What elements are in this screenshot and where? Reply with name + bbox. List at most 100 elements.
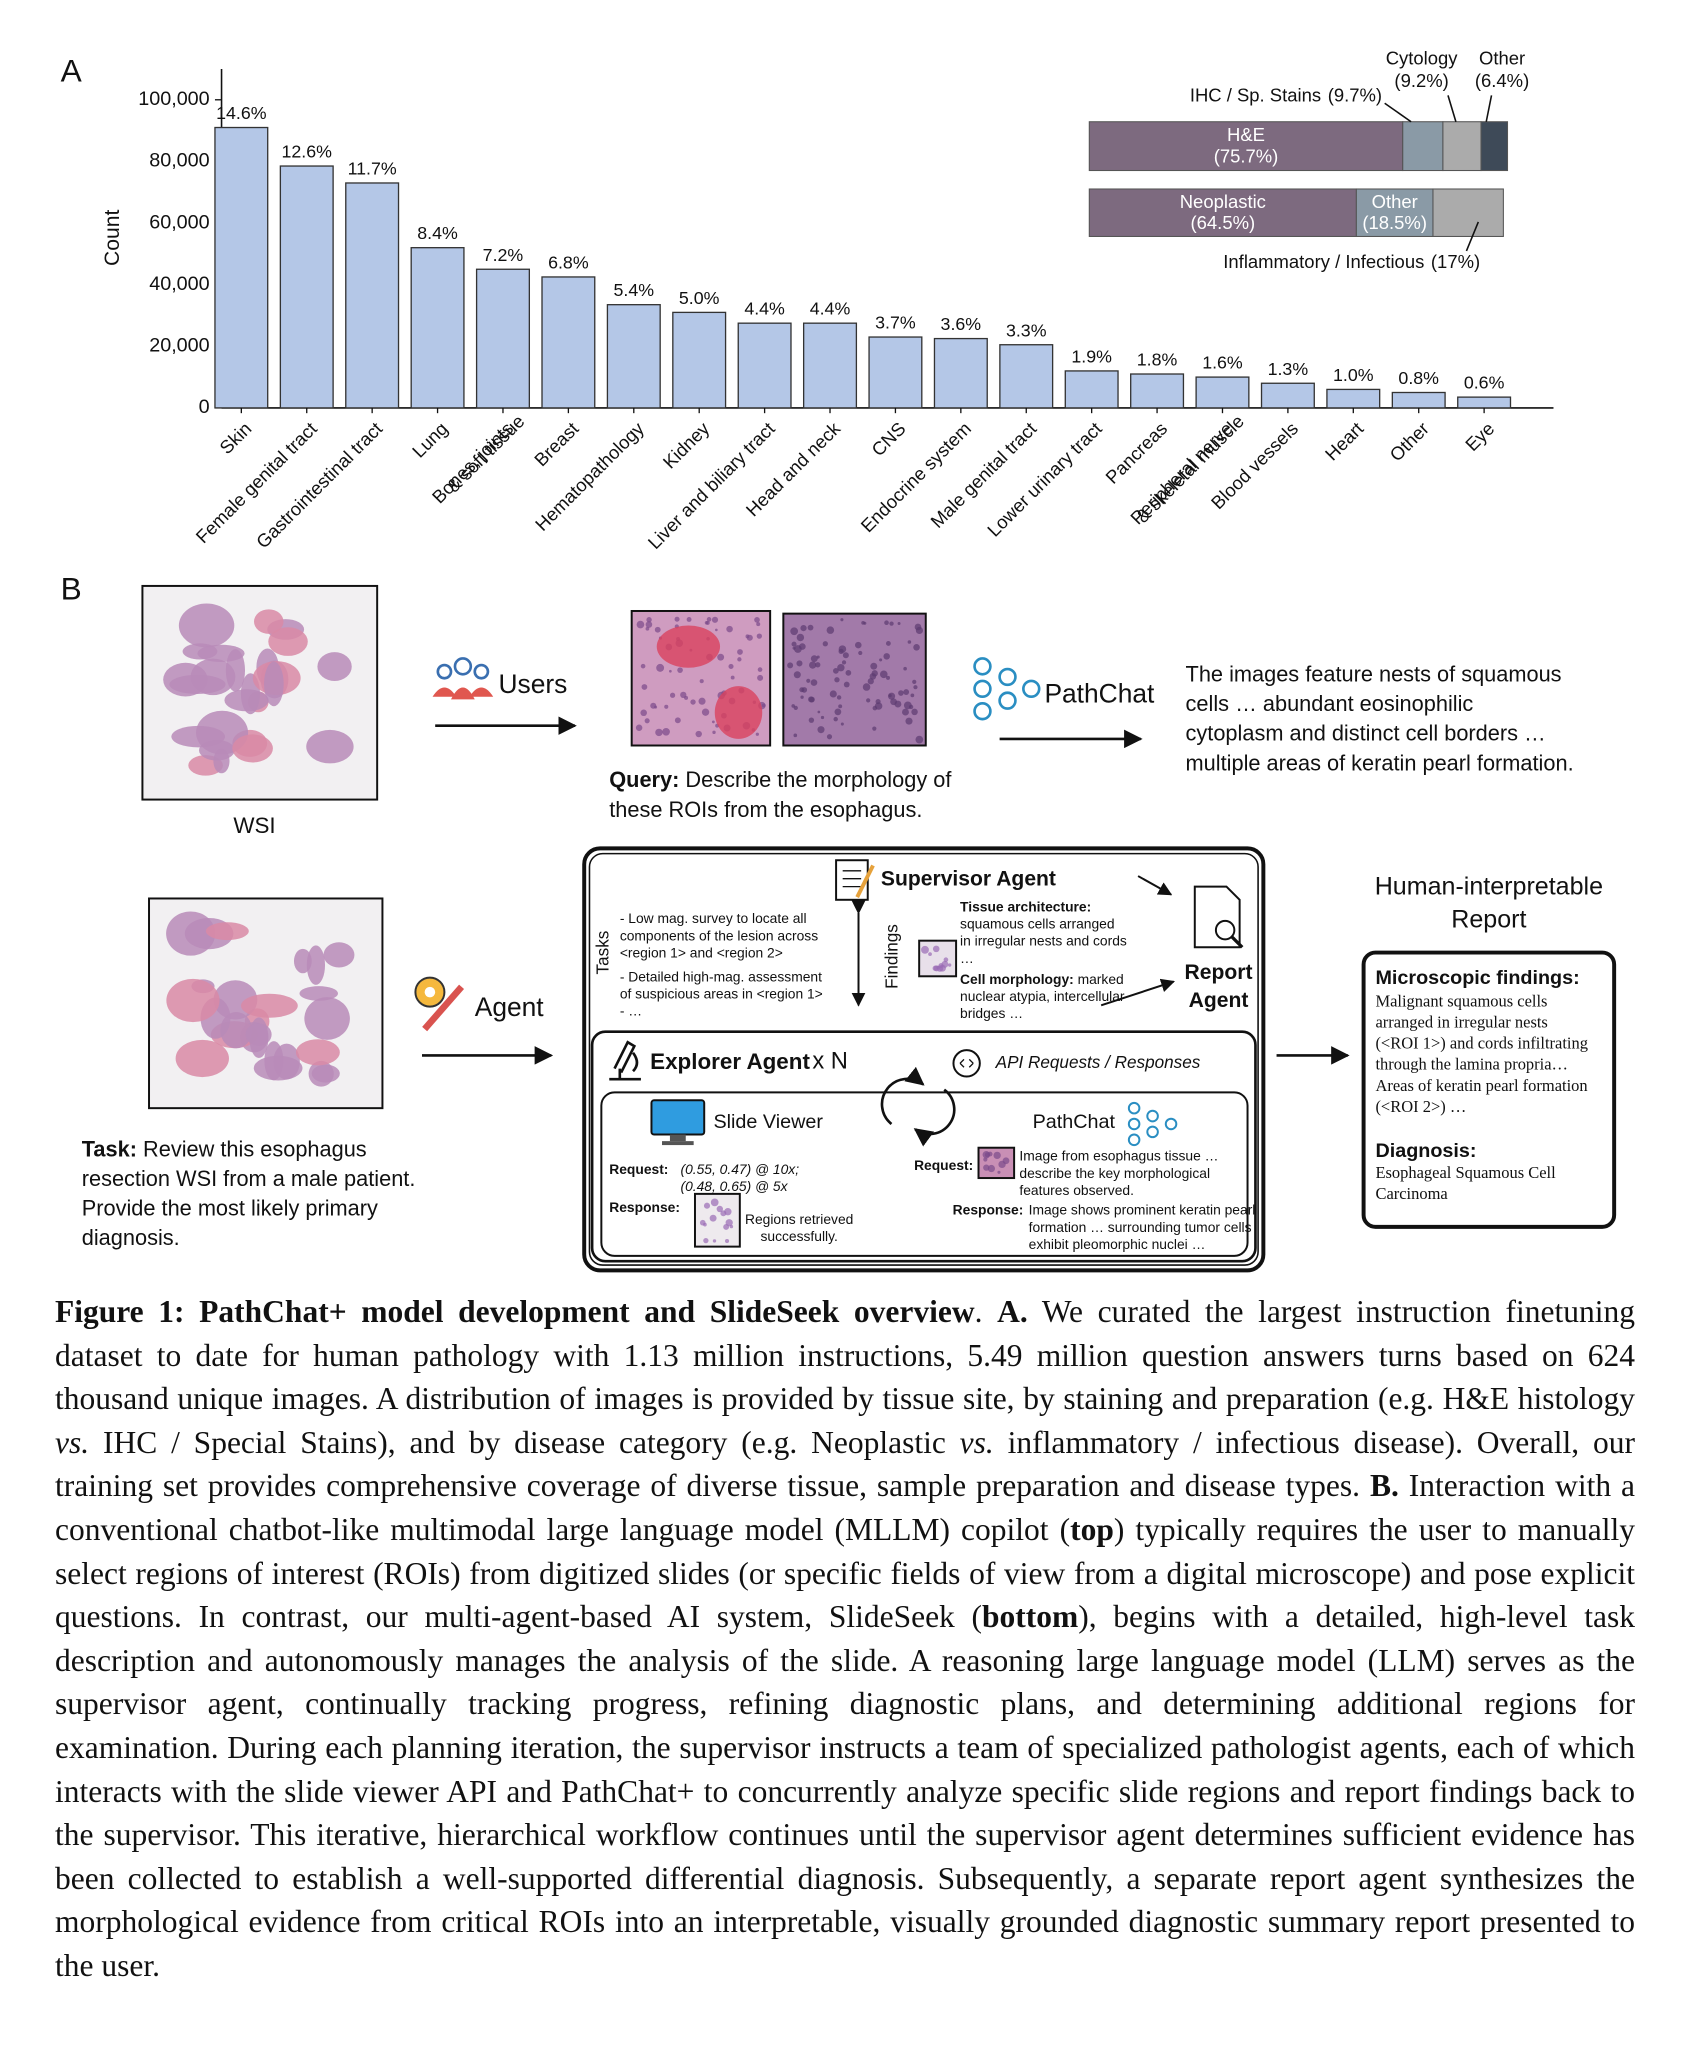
y-tick-label: 20,000 <box>149 334 209 356</box>
tissue <box>166 978 220 1023</box>
roi-texture <box>855 641 862 649</box>
microscope-icon <box>609 1040 641 1081</box>
roi-texture <box>728 663 734 669</box>
finding-text: … <box>960 950 974 966</box>
report-text: (<ROI 2>) … <box>1375 1097 1466 1116</box>
roi-texture <box>808 717 815 723</box>
task-item: - Detailed high-mag. assessment <box>620 968 822 984</box>
segment-label: H&E <box>1227 124 1265 145</box>
roi-texture <box>705 620 710 625</box>
roi-texture <box>817 726 825 734</box>
x-tick-label: Hematopathology <box>531 417 649 535</box>
roi-texture <box>690 699 696 705</box>
report-title: Report <box>1451 906 1526 934</box>
roi-texture <box>796 660 803 667</box>
bar <box>214 126 269 409</box>
monitor-icon <box>650 1099 706 1146</box>
roi-texture <box>903 666 907 671</box>
task-text: resection WSI from a male patient. <box>82 1166 416 1191</box>
explorer-box <box>590 1030 1257 1263</box>
roi-texture <box>669 669 672 673</box>
roi-texture <box>636 620 645 629</box>
stacked-segment <box>1088 121 1404 172</box>
findings-label: Findings <box>881 924 901 989</box>
explorer-label: Explorer Agent <box>650 1049 810 1074</box>
roi-texture <box>809 661 817 669</box>
bar <box>410 247 465 409</box>
x-tick-label: Liver and biliary tract <box>644 418 779 553</box>
response-text: The images feature nests of squamous <box>1186 661 1562 686</box>
data-label: 3.7% <box>875 313 916 333</box>
roi-texture <box>829 690 837 698</box>
roi-texture <box>817 710 821 714</box>
tool-label: Slide Viewer <box>713 1111 823 1133</box>
roi-texture <box>912 679 917 684</box>
roi-texture <box>703 1202 711 1209</box>
roi-texture <box>737 657 742 662</box>
tissue <box>171 725 226 748</box>
finding-text: in irregular nests and cords <box>960 933 1127 949</box>
x-tick-label: Bones, joints& soft tissue <box>428 408 529 509</box>
caption-text: ) typically requires the user to manuall… <box>55 1511 1636 1635</box>
leader-line <box>1447 95 1457 122</box>
data-label: 0.8% <box>1398 368 1439 388</box>
finding-text: nuclear atypia, intercellular <box>960 988 1125 1004</box>
slideseek-box <box>582 846 1266 1273</box>
roi-texture <box>644 718 650 724</box>
segment-value-label: (17%) <box>1431 251 1480 272</box>
tasks-label: Tasks <box>593 931 613 975</box>
roi-texture <box>800 695 804 699</box>
roi-texture <box>880 670 888 679</box>
roi-texture <box>838 648 844 654</box>
data-label: 1.0% <box>1333 365 1374 385</box>
roi-texture <box>656 663 665 672</box>
roi-texture <box>655 728 663 737</box>
roi-texture <box>889 621 894 626</box>
roi-texture <box>794 645 802 653</box>
roi-texture <box>907 640 912 644</box>
roi-texture <box>840 618 844 622</box>
tissue <box>254 609 284 634</box>
roi-texture <box>947 963 952 967</box>
bar <box>999 344 1054 409</box>
roi-texture <box>800 625 807 632</box>
caption: Figure 1: PathChat+ model development an… <box>55 1290 1635 1988</box>
roi-texture <box>840 722 844 726</box>
x-tick-label: Lower urinary tract <box>983 418 1106 541</box>
segment-value-label: (9.2%) <box>1394 70 1448 91</box>
roi-texture <box>886 675 891 680</box>
response-text: successfully. <box>760 1228 837 1244</box>
roi-texture <box>910 693 915 698</box>
x-tick-label: Kidney <box>659 417 714 472</box>
y-tick-label: 0 <box>199 396 210 418</box>
bar <box>672 311 727 409</box>
data-label: 4.4% <box>810 299 851 319</box>
report-title: Human-interpretable <box>1375 873 1603 901</box>
roi-texture <box>706 617 712 622</box>
report-text: Areas of keratin pearl formation <box>1375 1076 1587 1095</box>
roi-texture <box>723 1224 730 1230</box>
roi-texture <box>641 684 648 690</box>
keratin-pearl <box>714 686 763 739</box>
roi-texture <box>669 692 676 698</box>
roi-texture <box>796 633 805 642</box>
report-icon <box>1193 885 1244 949</box>
roi-texture <box>921 945 929 954</box>
roi-texture <box>983 1164 990 1171</box>
roi-texture <box>680 691 687 699</box>
roi-texture <box>888 694 892 698</box>
report-box <box>1361 950 1617 1229</box>
roi-texture <box>737 649 743 655</box>
data-label: 6.8% <box>548 252 589 272</box>
roi-texture <box>836 695 842 700</box>
roi-texture <box>932 945 940 953</box>
report-agent-label: Report <box>1185 961 1253 984</box>
x-tick-label: Endocrine system <box>856 418 975 537</box>
roi-texture <box>858 650 863 656</box>
pathchat-small-icon <box>1127 1101 1178 1147</box>
data-label: 1.9% <box>1071 346 1112 366</box>
query-text: these ROIs from the esophagus. <box>609 797 922 822</box>
roi-texture <box>712 730 716 735</box>
roi-texture <box>822 641 828 647</box>
caption-text: ), begins with a detailed, high-level ta… <box>55 1599 1635 1983</box>
